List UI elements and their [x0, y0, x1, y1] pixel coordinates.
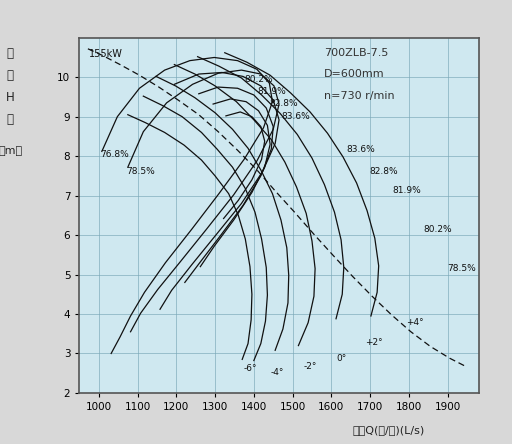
Text: 78.5%: 78.5% — [126, 167, 156, 176]
Text: 82.8%: 82.8% — [269, 99, 298, 108]
Text: 80.2%: 80.2% — [244, 75, 273, 84]
Text: 扬: 扬 — [7, 47, 14, 60]
Text: -6°: -6° — [243, 364, 257, 373]
Text: 81.9%: 81.9% — [258, 87, 287, 96]
Text: +2°: +2° — [365, 338, 383, 347]
Text: n=730 r/min: n=730 r/min — [324, 91, 394, 101]
Text: 155kW: 155kW — [89, 48, 123, 59]
Text: 78.5%: 78.5% — [447, 264, 476, 273]
Text: 83.6%: 83.6% — [282, 112, 310, 121]
Text: （m）: （m） — [0, 146, 23, 156]
Text: D=600mm: D=600mm — [324, 69, 384, 79]
Text: 83.6%: 83.6% — [346, 145, 375, 154]
Text: -4°: -4° — [270, 368, 284, 377]
Text: 700ZLB-7.5: 700ZLB-7.5 — [324, 48, 388, 58]
Text: 米: 米 — [7, 113, 14, 127]
Text: 程: 程 — [7, 69, 14, 82]
Text: 0°: 0° — [336, 354, 346, 363]
Text: 76.8%: 76.8% — [100, 150, 129, 159]
Text: H: H — [6, 91, 15, 104]
Text: +4°: +4° — [406, 318, 423, 327]
Text: 80.2%: 80.2% — [423, 225, 452, 234]
Text: 流量Q(升/秒)(L/s): 流量Q(升/秒)(L/s) — [353, 425, 425, 435]
Text: 81.9%: 81.9% — [393, 186, 421, 195]
Text: 82.8%: 82.8% — [369, 166, 398, 176]
Text: -2°: -2° — [304, 361, 317, 371]
